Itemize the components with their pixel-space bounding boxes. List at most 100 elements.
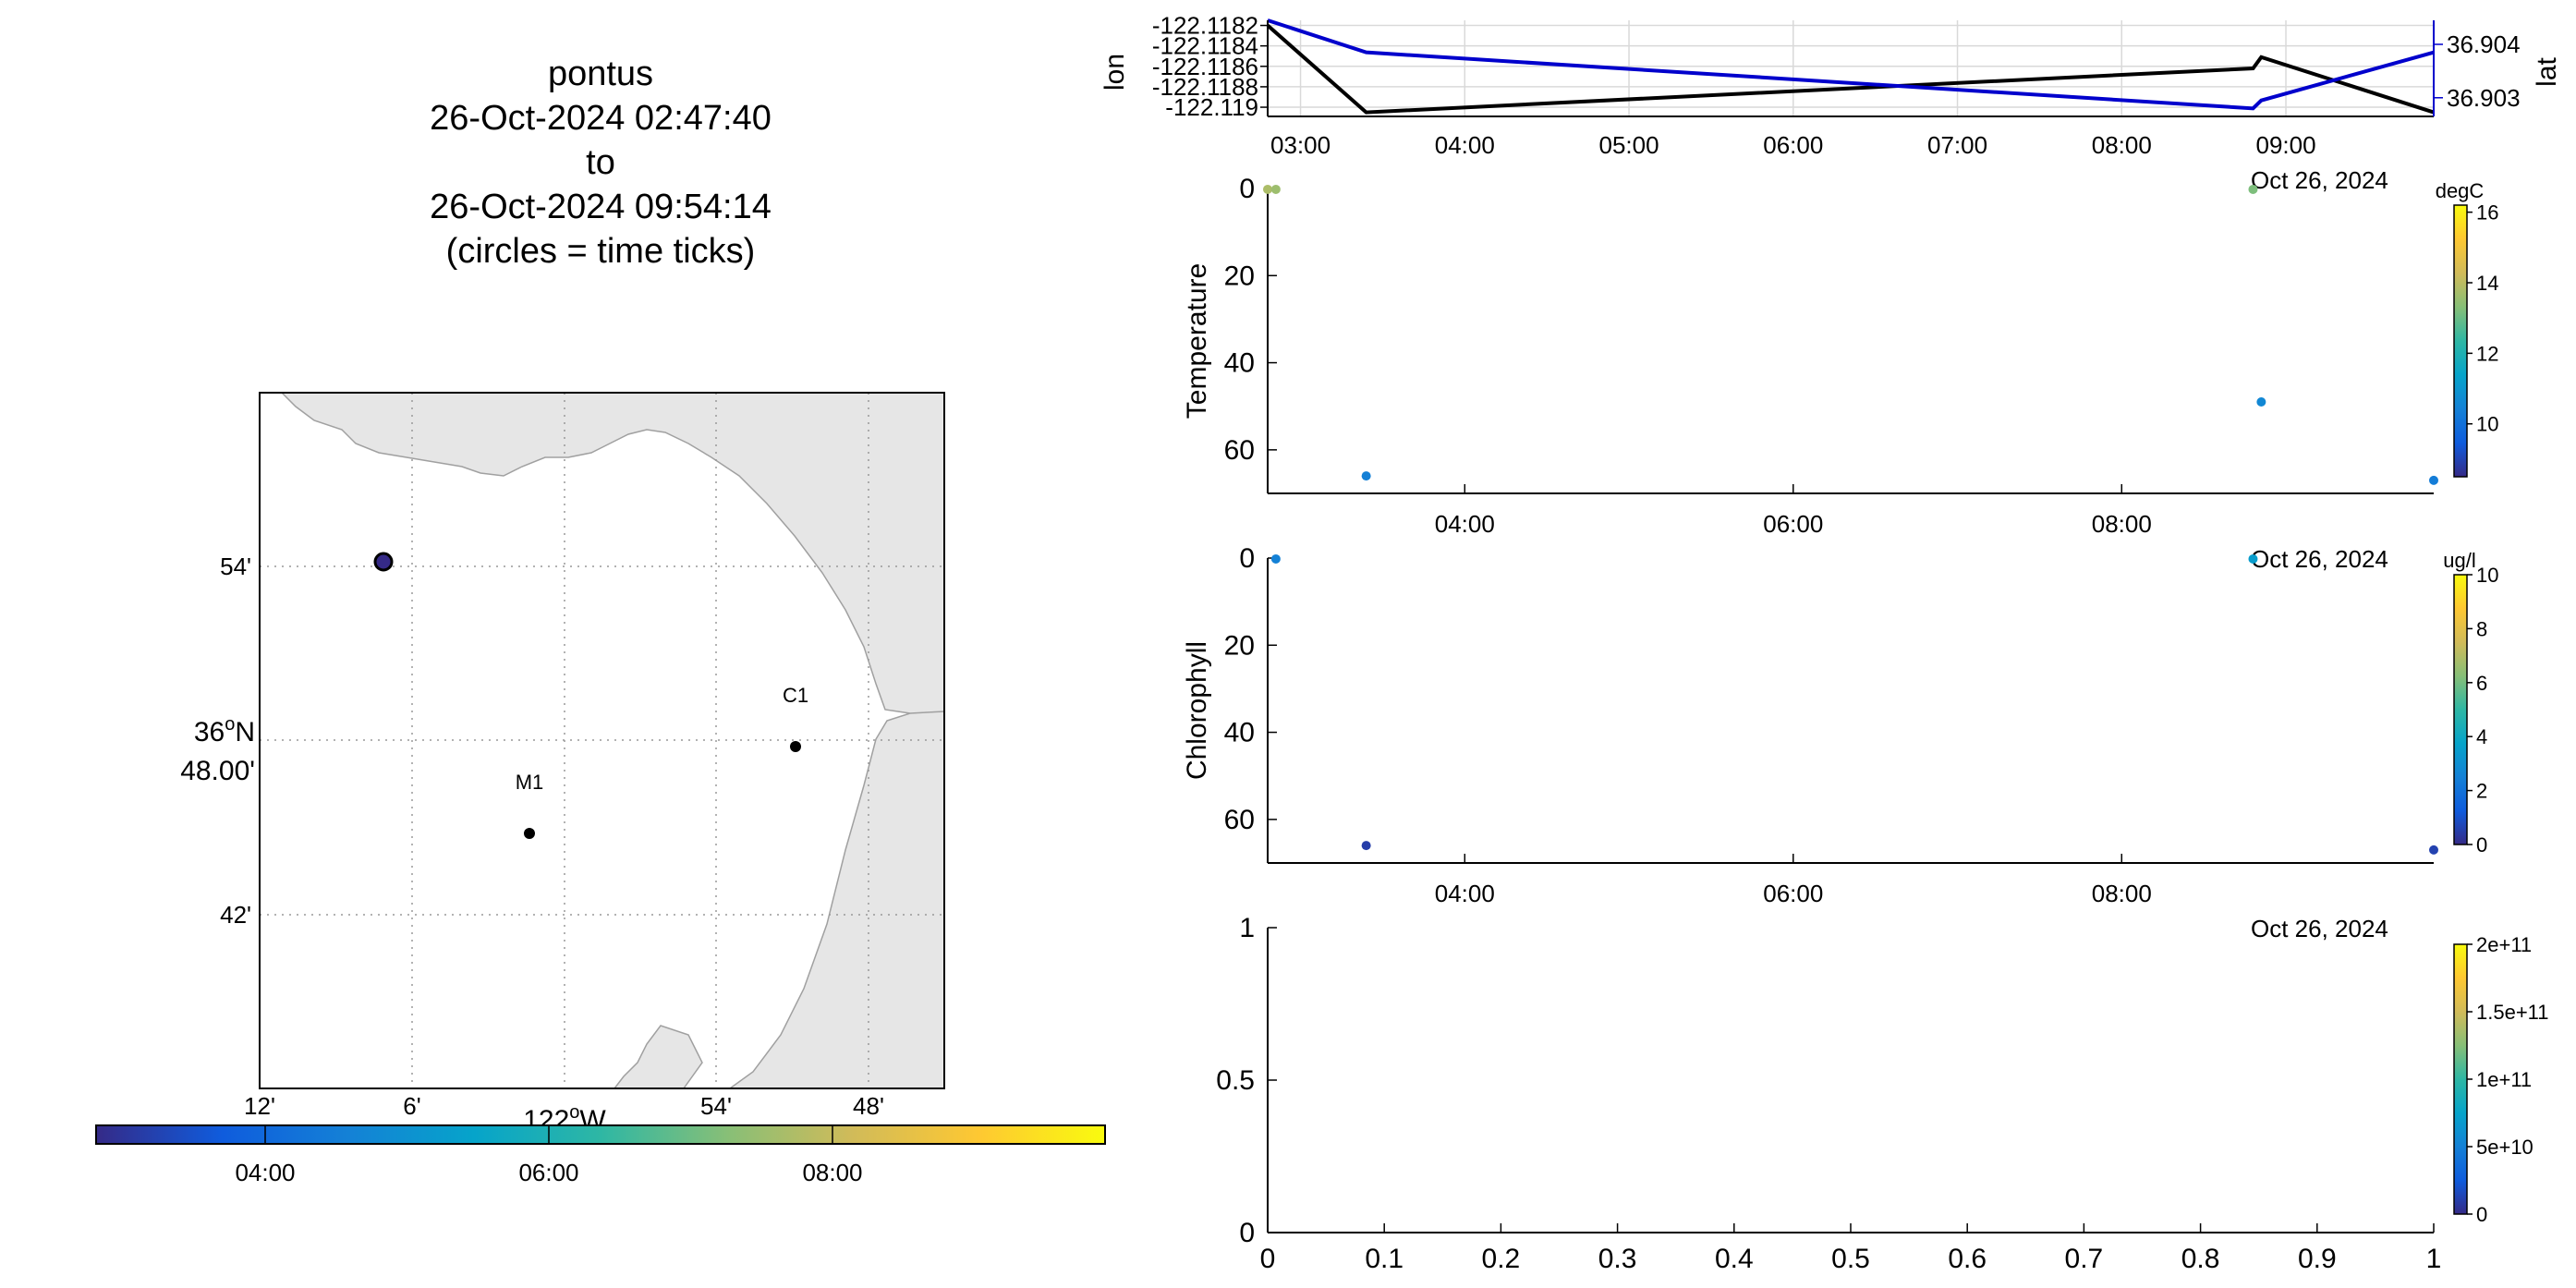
temp-y-tick-3: 60 [1224,435,1255,466]
temp-colorbar [2453,204,2468,478]
map-graticule [260,393,944,1088]
temp-y-tick-2: 40 [1224,348,1255,379]
chl-date-label: Oct 26, 2024 [2251,915,2388,942]
empty-colorbar [2453,943,2468,1215]
title-line-3: to [586,143,615,182]
station-c1: C1 [783,684,808,752]
track-y-tick-1: -122.1184 [1152,32,1258,60]
chl-colorbar-tick-4: 2 [2476,780,2487,803]
empty-y-tick-2: 0 [1239,1218,1255,1248]
chl-x-tick-1: 06:00 [1763,880,1823,907]
chl-colorbar-tick-5: 0 [2476,833,2487,857]
title-block: pontus 26-Oct-2024 02:47:40 to 26-Oct-20… [430,55,772,271]
track-x-tick-2: 05:00 [1599,131,1659,159]
track-chart: 03:00 04:00 05:00 06:00 07:00 08:00 09:00 -122.… [1100,12,2562,194]
temp-point-0 [1263,184,1272,194]
title-line-4: 26-Oct-2024 09:54:14 [430,188,772,226]
empty-colorbar-tick-1: 1.5e+11 [2476,1001,2549,1024]
temp-ylabel: Temperature [1182,263,1212,419]
track-y2label: lat [2532,56,2562,86]
track-x-tick-5: 08:00 [2092,131,2152,159]
empty-x-tick-1: 0.1 [1365,1244,1403,1274]
title-line-5: (circles = time ticks) [446,232,756,271]
chl-colorbar-tick-2: 6 [2476,672,2487,695]
empty-x-tick-4: 0.4 [1715,1244,1754,1274]
map-lat-tick-54: 54' [220,553,251,580]
track-x-tick-3: 06:00 [1763,131,1823,159]
empty-x-tick-7: 0.7 [2065,1244,2104,1274]
time-colorbar-label-0800: 08:00 [802,1159,862,1186]
time-colorbar-label-0400: 04:00 [235,1159,295,1186]
title-line-1: pontus [548,55,653,93]
empty-x-tick-0: 0 [1260,1244,1276,1274]
temp-point-2 [2248,184,2258,194]
track-x-tick-1: 04:00 [1435,131,1495,159]
map-frame [259,392,945,1089]
chl-colorbar-tick-0: 10 [2476,564,2498,587]
temp-x-tick-1: 06:00 [1763,510,1823,538]
temp-colorbar-tick-2: 12 [2476,342,2498,365]
chl-y-tick-2: 40 [1224,718,1255,748]
track-position [373,552,394,572]
track-ylabel: lon [1100,54,1130,91]
chl-point-3 [2429,844,2438,855]
empty-y-tick-1: 0.5 [1216,1065,1255,1096]
temp-colorbar-label: degC [2436,179,2485,202]
chl-x-tick-0: 04:00 [1435,880,1495,907]
track-y-tick-4: -122.119 [1165,93,1258,121]
temp-y-tick-1: 20 [1224,261,1255,291]
empty-colorbar-tick-3: 5e+10 [2476,1136,2533,1159]
track-position-marker [373,552,394,572]
chl-colorbar-tick-1: 8 [2476,617,2487,640]
temp-point-5 [2429,475,2438,485]
track-x-tick-0: 03:00 [1270,131,1331,159]
empty-y-tick-0: 1 [1239,913,1255,943]
empty-x-tick-6: 0.6 [1948,1244,1987,1274]
chl-colorbar-tick-3: 4 [2476,725,2487,748]
empty-x-tick-8: 0.8 [2181,1244,2220,1274]
temp-x-tick-2: 08:00 [2092,510,2152,538]
temp-colorbar-tick-3: 10 [2476,413,2498,436]
empty-x-tick-9: 0.9 [2298,1244,2337,1274]
empty-colorbar-tick-0: 2e+11 [2476,933,2532,956]
empty-colorbar-tick-2: 1e+11 [2476,1068,2532,1091]
empty-x-tick-10: 1 [2426,1244,2442,1274]
chl-colorbar [2453,574,2468,845]
empty-chart: 0 0.1 0.2 0.3 0.4 0.5 0.6 0.7 0.8 0.9 1 1 0.5 0 2e+11 1… [1216,913,2548,1274]
title-line-2: 26-Oct-2024 02:47:40 [430,99,772,138]
track-y2-tick-0: 36.904 [2447,30,2521,58]
track-date-label: Oct 26, 2024 [2251,166,2388,194]
track-y2-tick-1: 36.903 [2447,84,2521,112]
station-c1-label: C1 [783,684,808,707]
map-lat-degree: 36oN [194,714,255,747]
temp-x-tick-0: 04:00 [1435,510,1495,538]
map-lon-tick-06: 6' [403,1092,420,1120]
map-lon-tick-12: 12' [244,1092,275,1120]
temp-y-tick-0: 0 [1239,174,1255,204]
time-colorbar-gradient [95,1124,1106,1145]
track-y-tick-0: -122.1182 [1152,12,1258,40]
temp-point-3 [1361,471,1371,481]
station-c1-marker [790,741,801,752]
station-m1-label: M1 [516,771,544,794]
map-lon-tick-48: 48' [853,1092,884,1120]
empty-x-tick-5: 0.5 [1831,1244,1870,1274]
time-colorbar-label-0600: 06:00 [518,1159,578,1186]
map-coastline [280,392,945,1089]
chl-point-0 [1270,553,1281,564]
chl-colorbar-label: ug/l [2443,549,2475,572]
temp-point-4 [2256,397,2266,407]
map-lat-tick-42: 42' [220,901,251,929]
time-colorbar: 04:00 06:00 08:00 [95,1124,1106,1186]
chl-point-1 [2248,553,2258,564]
track-series-lon [1266,24,2435,115]
track-y-tick-2: -122.1186 [1152,53,1258,80]
station-m1-marker [524,828,535,839]
map-lon-tick-54: 54' [700,1092,732,1120]
map-panel: 54' 36oN 48.00' 42' 12' 6' 54' 48' 122oW… [95,392,1106,1186]
track-series-lat [1267,18,2435,111]
chl-ylabel: Chlorophyll [1182,641,1212,780]
track-x-tick-4: 07:00 [1927,131,1987,159]
empty-x-tick-2: 0.2 [1482,1244,1521,1274]
track-x-tick-6: 09:00 [2255,131,2315,159]
